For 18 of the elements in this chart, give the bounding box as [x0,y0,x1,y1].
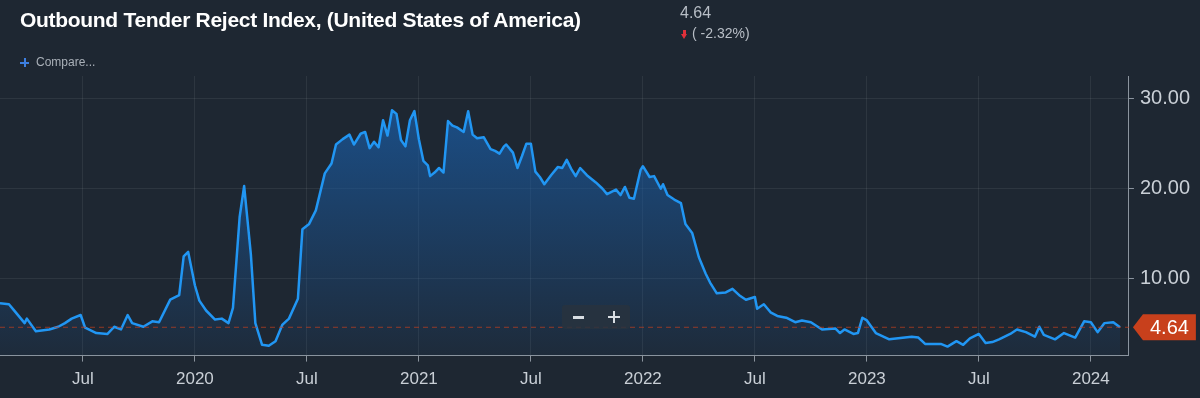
y-tick-label: 10.00 [1139,266,1191,289]
text: ( -2.32%) [692,25,750,41]
x-tick-label: Jul [968,369,990,389]
ref-line-label: 4.64 [1149,315,1189,338]
x-tick-label: 2022 [623,369,662,389]
x-tick-label: Jul [296,369,318,389]
text: 4.64 [680,4,712,22]
x-tick-label: 2023 [847,369,886,389]
y-tick-label: 30.00 [1139,86,1191,109]
x-tick-label: 2024 [1071,369,1110,389]
y-tick-label: 20.00 [1139,176,1191,199]
x-tick-label: Jul [72,369,94,389]
x-tick-label: 2020 [175,369,214,389]
x-tick-label: 2021 [399,369,438,389]
x-tick-label: Jul [744,369,766,389]
text: Compare... [36,55,96,69]
chart-title: Outbound Tender Reject Index, (United States of America) [20,8,581,32]
x-tick-label: Jul [520,369,542,389]
